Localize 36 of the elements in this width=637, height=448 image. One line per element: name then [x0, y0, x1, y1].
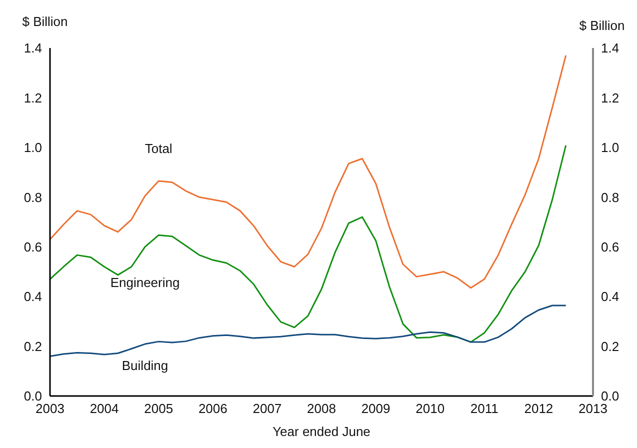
text: Total: [144, 140, 172, 156]
line-series: [50, 54, 567, 289]
x-tick-label: 2008: [307, 401, 336, 416]
y-tick-label: 1.0: [24, 140, 42, 156]
x-tick-label: 2007: [252, 401, 282, 416]
y2-tick-label: 0.8: [601, 190, 620, 205]
x-tick-label: 2013: [578, 401, 608, 416]
line-series: [50, 144, 567, 343]
y2-tick-label: 1.0: [601, 140, 620, 156]
y2-tick-label: 0.6: [601, 239, 620, 254]
line-series: [50, 304, 567, 357]
series-label: Building: [122, 358, 168, 374]
y-tick-label: 0.8: [24, 190, 42, 205]
y-tick-label: 0.6: [24, 239, 42, 254]
series-label: Engineering: [110, 274, 180, 290]
x-axis-title: Year ended June: [272, 424, 370, 439]
y-tick-label: 1.2: [24, 90, 42, 106]
y-tick-label: 1.4: [24, 40, 42, 56]
x-tick-label: 2011: [470, 401, 498, 416]
x-tick-label: 2005: [144, 401, 174, 416]
x-tick-label: 2009: [361, 401, 390, 416]
x-tick-label: 2012: [524, 401, 554, 416]
y2-axis-title: $ Billion: [579, 18, 625, 33]
y-axis-title: $ Billion: [22, 14, 68, 29]
y2-tick-label: 1.4: [601, 40, 620, 56]
x-tick-label: 2010: [416, 401, 445, 416]
y2-tick-label: 1.2: [601, 90, 620, 106]
x-tick-label: 2004: [90, 401, 119, 416]
y2-tick-label: 0.4: [601, 289, 620, 304]
y2-tick-label: 0.2: [601, 338, 620, 354]
y-tick-label: 0.4: [24, 289, 42, 304]
y2-tick-label: 0.0: [601, 388, 620, 404]
y-tick-label: 0.0: [24, 388, 42, 404]
x-tick-label: 2006: [198, 401, 228, 416]
x-tick-label: 2003: [36, 401, 64, 416]
y-tick-label: 0.2: [24, 338, 42, 354]
